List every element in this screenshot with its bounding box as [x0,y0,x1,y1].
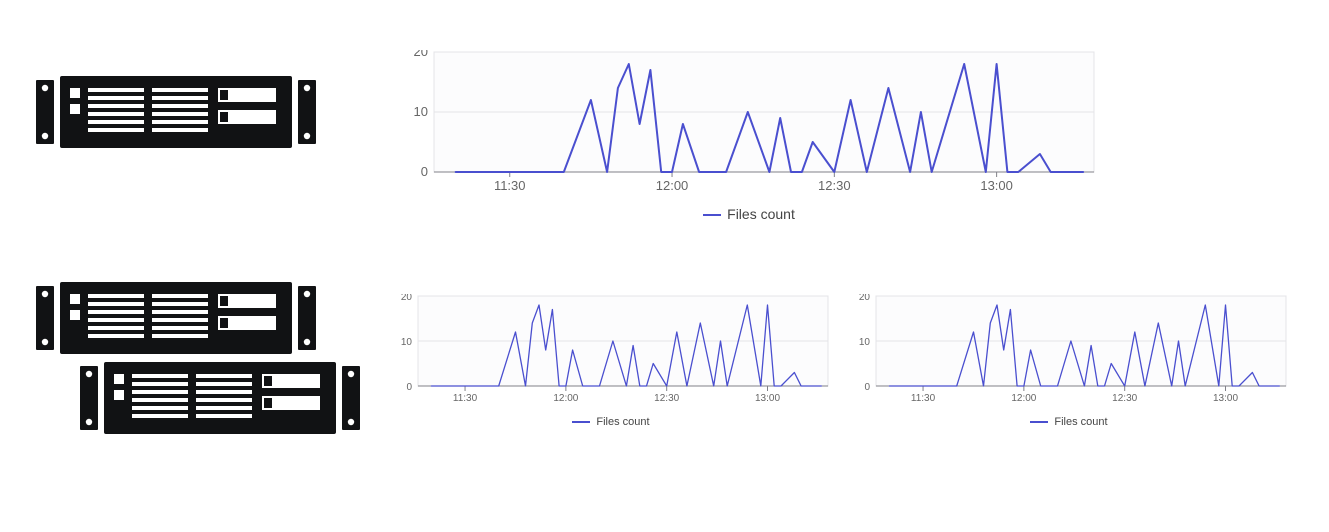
svg-text:0: 0 [864,382,870,393]
legend-swatch [703,214,721,216]
server-rack-icon [36,282,316,359]
svg-text:12:00: 12:00 [553,393,578,404]
legend-swatch [572,421,590,423]
svg-text:0: 0 [421,164,428,179]
svg-text:13:00: 13:00 [755,393,780,404]
chart-legend: Files count [848,416,1290,428]
legend-label: Files count [727,206,795,222]
svg-text:11:30: 11:30 [494,178,526,193]
svg-text:20: 20 [401,294,413,303]
legend-label: Files count [596,416,649,428]
svg-text:10: 10 [859,337,871,348]
svg-text:13:00: 13:00 [1213,393,1238,404]
svg-text:12:00: 12:00 [656,178,689,193]
legend-swatch [1030,421,1048,423]
svg-text:13:00: 13:00 [980,178,1013,193]
chart-legend: Files count [400,206,1098,222]
svg-text:11:30: 11:30 [911,393,936,404]
svg-text:12:30: 12:30 [818,178,851,193]
legend-label: Files count [1054,416,1107,428]
server-rack-icon [36,76,316,153]
svg-text:0: 0 [406,382,412,393]
svg-text:20: 20 [414,50,428,59]
chart-legend: Files count [390,416,832,428]
svg-text:12:30: 12:30 [1112,393,1137,404]
svg-text:10: 10 [401,337,413,348]
files-count-chart: 0 10 20 11:30 12:00 12:30 13:00 Files count [400,50,1098,222]
server-rack-icon [80,362,360,439]
files-count-chart: 0 10 20 11:30 12:00 12:30 13:00 Files count [848,294,1290,428]
svg-text:10: 10 [414,104,428,119]
svg-text:20: 20 [859,294,871,303]
svg-text:12:30: 12:30 [654,393,679,404]
files-count-chart: 0 10 20 11:30 12:00 12:30 13:00 Files count [390,294,832,428]
svg-text:11:30: 11:30 [453,393,478,404]
svg-text:12:00: 12:00 [1011,393,1036,404]
